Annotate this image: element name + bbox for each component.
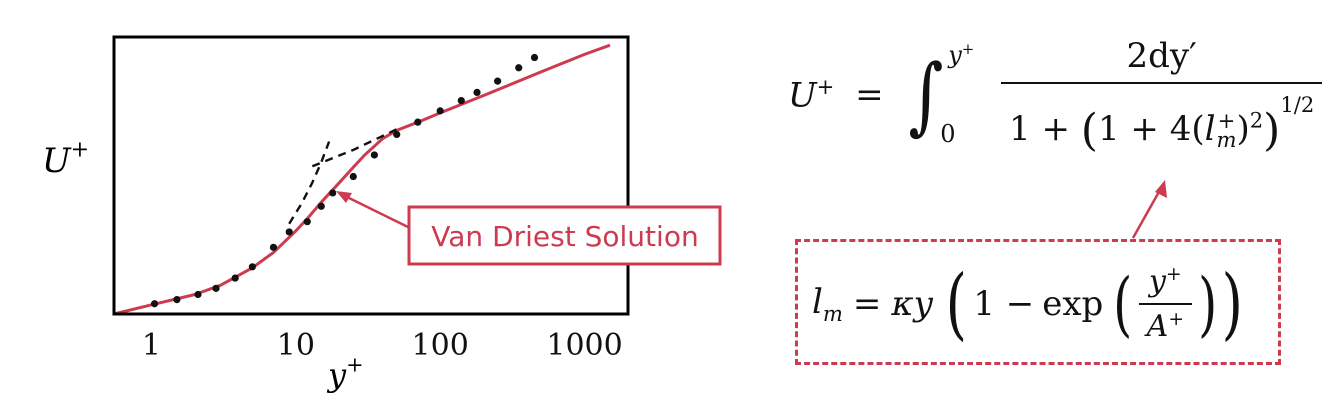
eq2-inner-close: ) bbox=[1198, 263, 1218, 345]
data-point bbox=[494, 77, 502, 85]
data-point bbox=[194, 290, 202, 299]
annotation-van-driest: Van Driest Solution bbox=[336, 191, 722, 266]
van-driest-curve bbox=[113, 43, 611, 316]
integral-limits: y+ 0 bbox=[940, 39, 975, 148]
x-axis-label: y+ bbox=[326, 353, 364, 394]
data-point bbox=[436, 107, 444, 115]
chart: 1 10 100 1000 U+ y+ Van Driest Solution bbox=[42, 35, 722, 394]
link-arrow-line bbox=[1131, 189, 1162, 239]
eq2-fraction: y+ A+ bbox=[1138, 264, 1192, 344]
annotation-arrow-head bbox=[336, 191, 352, 203]
eq2-lhs: lm bbox=[812, 282, 843, 326]
asymptote-dashed-line bbox=[311, 128, 398, 168]
link-arrow-head bbox=[1155, 180, 1167, 198]
data-point bbox=[269, 243, 278, 251]
data-point bbox=[173, 296, 181, 304]
integral-sign: ∫ bbox=[908, 45, 944, 144]
data-point bbox=[329, 189, 337, 197]
x-tick-labels: 1 10 100 1000 bbox=[142, 328, 623, 363]
annotation-label: Van Driest Solution bbox=[431, 220, 698, 253]
y-axis-label: U+ bbox=[42, 137, 89, 181]
asymptote-dashed-line bbox=[288, 141, 331, 225]
plot-frame bbox=[112, 35, 630, 316]
data-point bbox=[231, 274, 239, 282]
annotation-box bbox=[407, 205, 722, 266]
chart-markers bbox=[150, 53, 539, 308]
x-tick-label: 1000 bbox=[546, 328, 622, 363]
eq2-equals: = bbox=[852, 284, 882, 324]
eq2-one-minus: 1 − bbox=[973, 284, 1035, 324]
equation-u-plus: U+ = ∫ y+ 0 2dy′ 1 + (1 + 4(l + m)2)1/2 bbox=[788, 36, 1323, 176]
data-point bbox=[515, 64, 523, 72]
eq1-fraction: 2dy′ 1 + (1 + 4(l + m)2)1/2 bbox=[1001, 36, 1323, 153]
eq2-kappa-y: κy bbox=[891, 284, 933, 324]
data-point bbox=[393, 130, 401, 139]
eq2-outer-close: ) bbox=[1221, 259, 1244, 349]
data-point bbox=[414, 118, 422, 126]
eq2-exp: exp bbox=[1042, 284, 1104, 324]
data-point bbox=[473, 88, 481, 96]
mixing-length-box bbox=[795, 239, 1281, 365]
data-point bbox=[530, 53, 539, 62]
data-point bbox=[370, 151, 378, 159]
data-point bbox=[212, 284, 220, 292]
x-tick-label: 100 bbox=[412, 328, 469, 363]
data-point bbox=[303, 218, 311, 226]
eq2-inner-open: ( bbox=[1113, 263, 1133, 345]
data-point bbox=[317, 202, 325, 210]
data-point bbox=[285, 228, 293, 236]
chart-curves bbox=[113, 43, 611, 316]
eq1-lhs: U+ bbox=[788, 73, 835, 116]
data-point bbox=[248, 263, 256, 271]
equation-mixing-length: lm = κy ( 1 − exp ( y+ A+ ) ) bbox=[812, 250, 1248, 358]
x-tick-label: 10 bbox=[277, 328, 315, 363]
eq1-numerator: 2dy′ bbox=[1126, 36, 1197, 76]
data-point bbox=[150, 300, 159, 308]
x-tick-label: 1 bbox=[142, 328, 161, 363]
eq1-equals: = bbox=[855, 74, 884, 115]
annotation-arrow-line bbox=[344, 194, 411, 230]
data-point bbox=[457, 97, 465, 105]
data-point bbox=[349, 172, 357, 181]
eq1-denominator: 1 + (1 + 4(l + m)2)1/2 bbox=[1001, 82, 1323, 153]
eq2-outer-open: ( bbox=[945, 259, 967, 349]
